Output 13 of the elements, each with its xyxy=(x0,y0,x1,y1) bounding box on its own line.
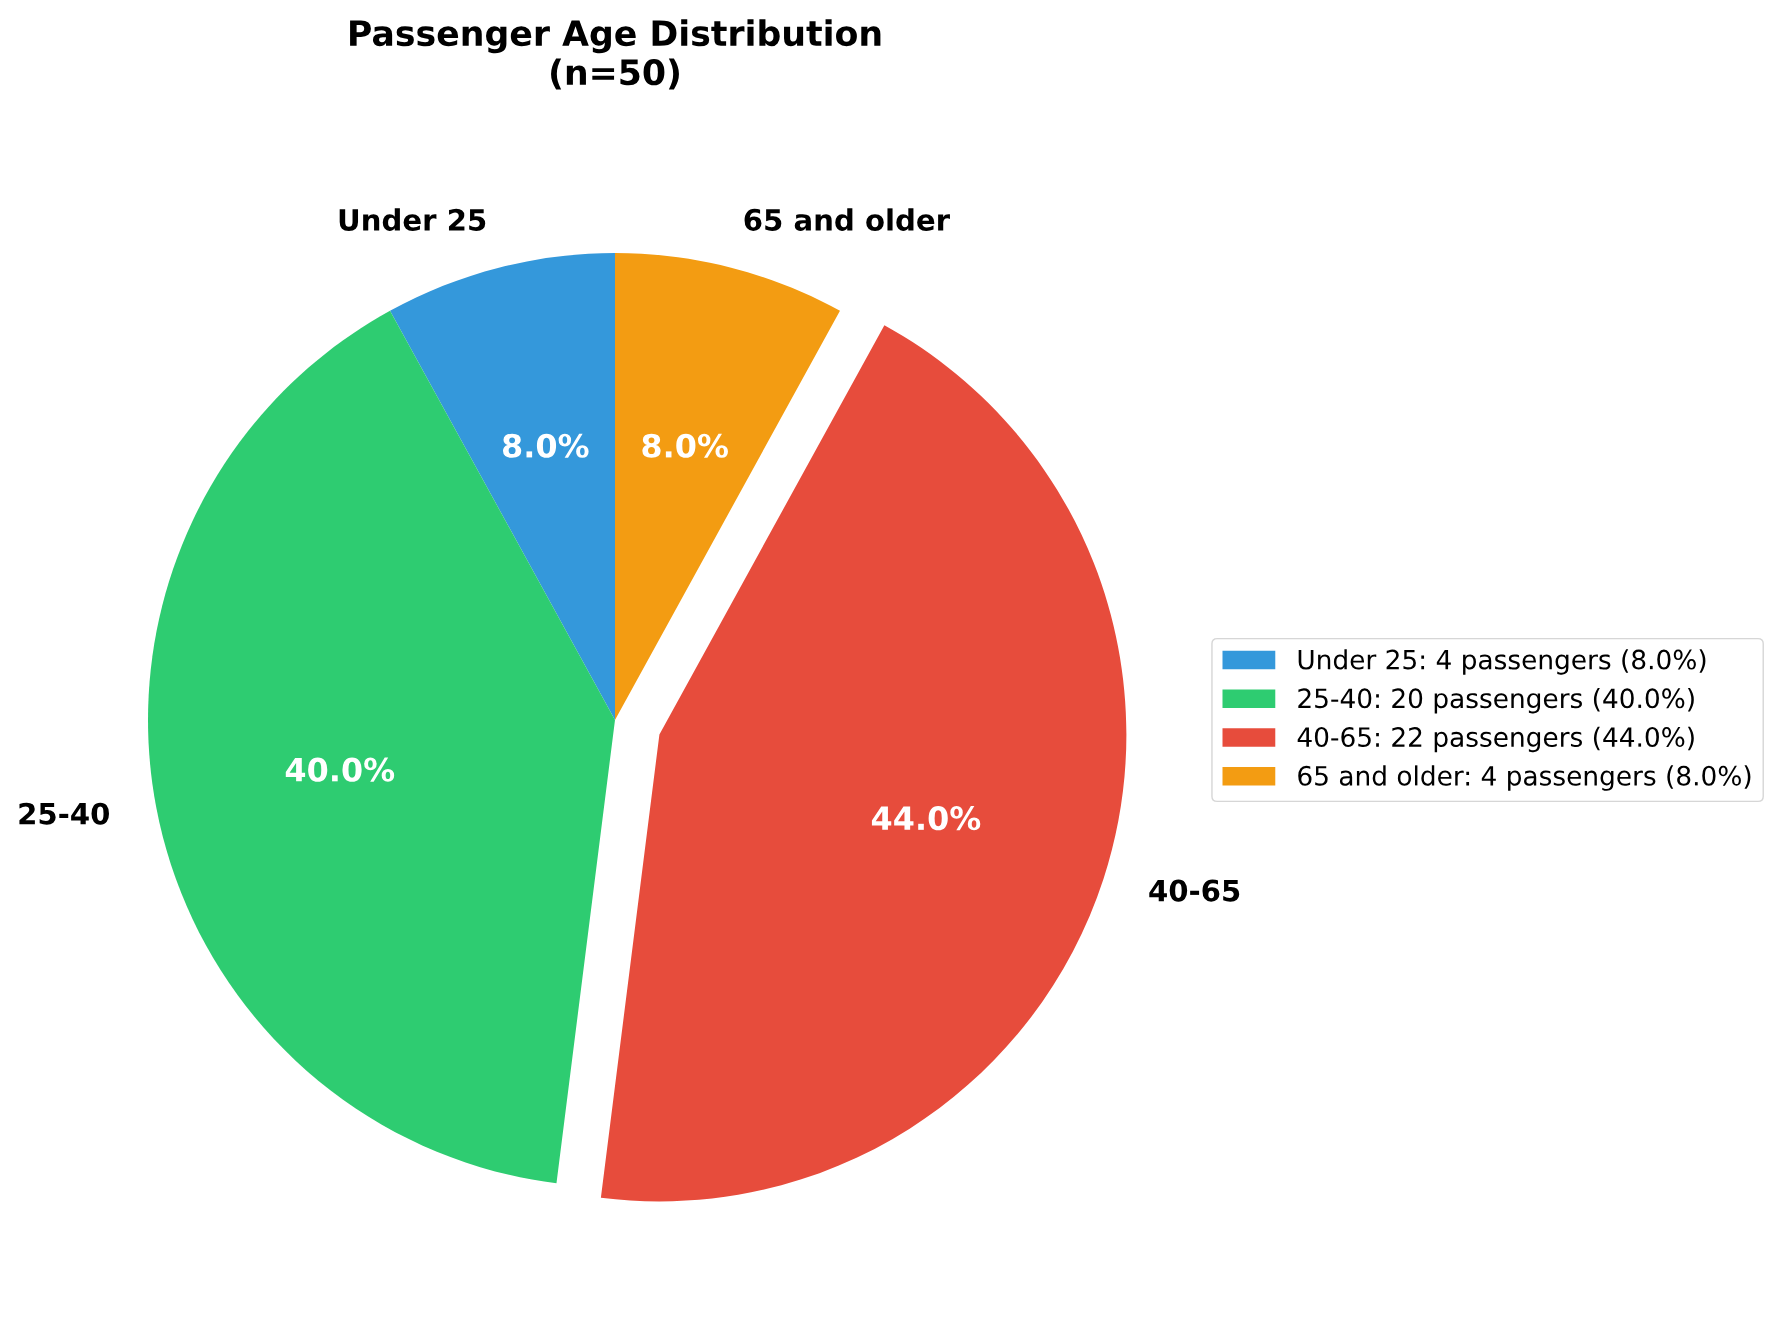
data-label: 44.0% xyxy=(871,806,981,831)
text: 25-40: 20 passengers (40.0%) xyxy=(1298,687,1694,714)
text: 40-65: 22 passengers (44.0%) xyxy=(1297,726,1694,753)
slice-label: 65 and older xyxy=(744,208,950,231)
chart-title: Passenger Age Distribution (n=50) xyxy=(350,19,881,90)
text: Under 25: 4 passengers (8.0%) xyxy=(1298,649,1706,675)
slice-label: 25-40 xyxy=(19,802,110,825)
data-label: 8.0% xyxy=(502,433,589,458)
slice-label: 40-65 xyxy=(1149,879,1240,902)
data-label: 8.0% xyxy=(642,433,728,458)
slice-label: Under 25 xyxy=(339,208,486,231)
text: 65 and older: 4 passengers (8.0%) xyxy=(1298,765,1751,791)
data-label: 40.0% xyxy=(285,757,395,782)
